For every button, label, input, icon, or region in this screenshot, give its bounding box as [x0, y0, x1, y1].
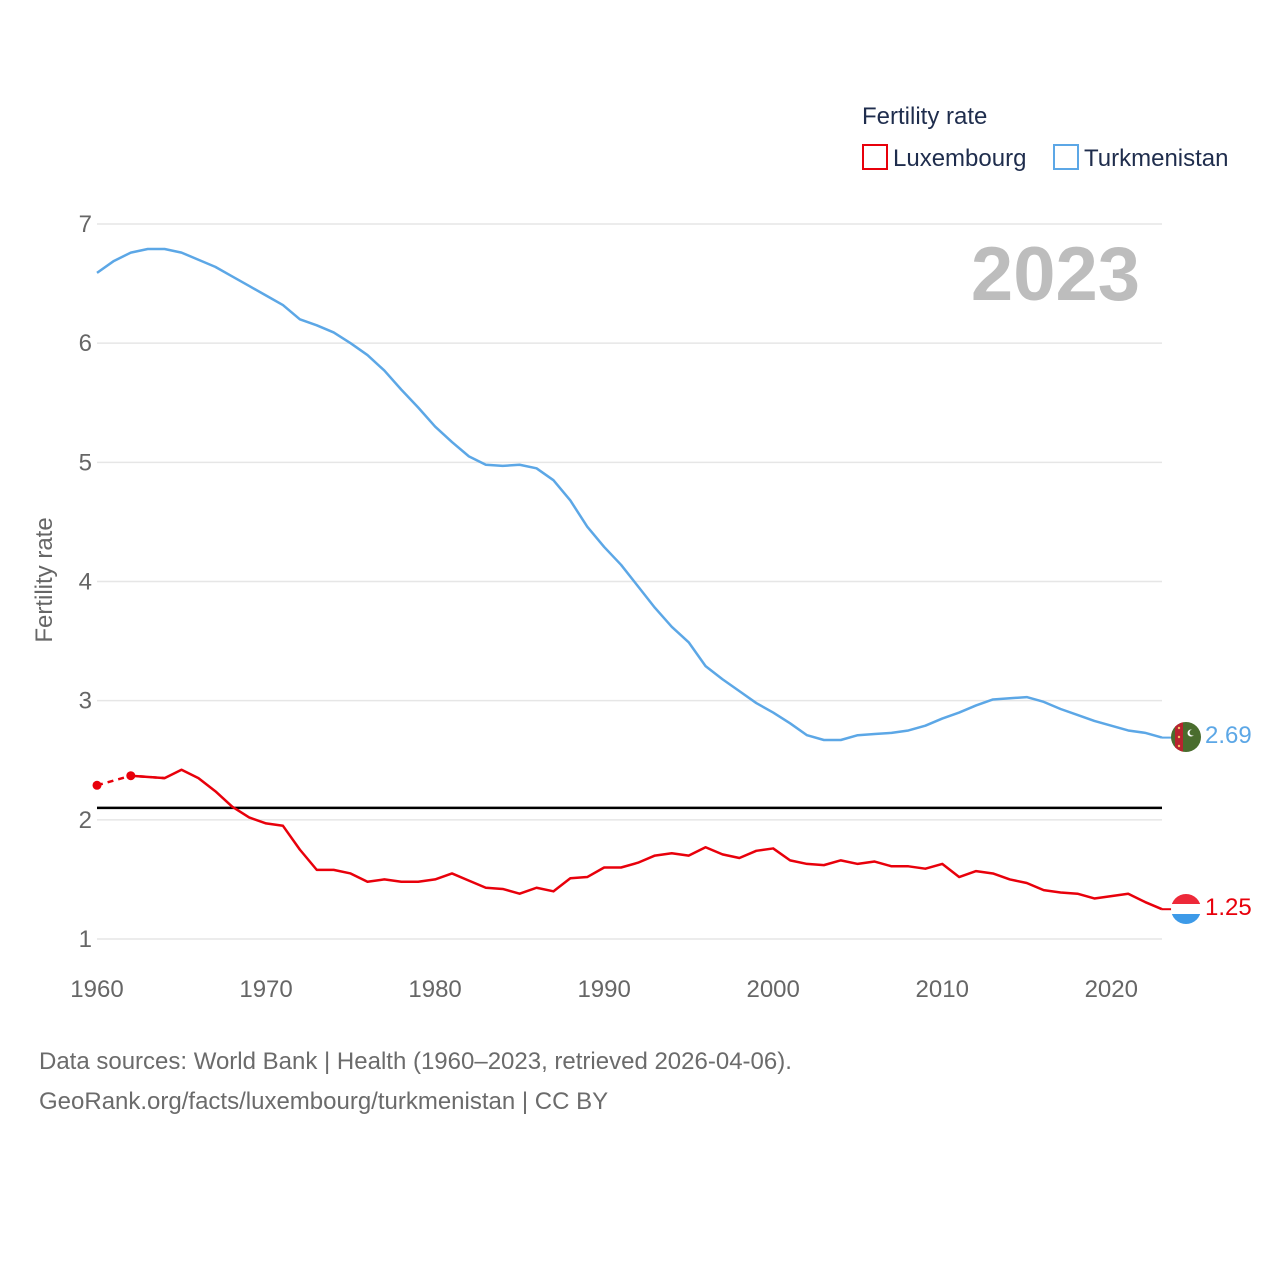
- series-line-luxembourg: [130, 768, 1163, 911]
- x-tick-2010: 2010: [916, 976, 969, 1003]
- end-label-turkmenistan: 2.69: [1205, 722, 1252, 749]
- y-tick-6: 6: [79, 330, 92, 357]
- legend-swatch-luxembourg: [862, 144, 888, 170]
- series-lines: [92, 247, 1176, 911]
- flag-turkmenistan-icon: [1171, 722, 1201, 752]
- series-line-turkmenistan: [96, 247, 1163, 742]
- x-tick-1980: 1980: [408, 976, 461, 1003]
- legend-swatch-turkmenistan: [1053, 144, 1079, 170]
- legend-title: Fertility rate: [862, 103, 987, 130]
- x-tick-1990: 1990: [577, 976, 630, 1003]
- y-tick-5: 5: [79, 449, 92, 476]
- y-tick-7: 7: [79, 211, 92, 238]
- gridlines: [97, 223, 1162, 940]
- source-line-2[interactable]: GeoRank.org/facts/luxembourg/turkmenista…: [39, 1088, 609, 1115]
- x-tick-2000: 2000: [746, 976, 799, 1003]
- y-tick-4: 4: [79, 569, 92, 596]
- year-label: 2023: [971, 232, 1140, 317]
- x-axis-ticks: 1960 1970 1980 1990 2000 2010 2020: [70, 976, 1138, 1003]
- legend-item-luxembourg[interactable]: Luxembourg: [862, 144, 1026, 172]
- end-label-luxembourg: 1.25: [1205, 894, 1252, 921]
- y-tick-3: 3: [79, 688, 92, 715]
- source-note: Data sources: World Bank | Health (1960–…: [39, 1042, 792, 1122]
- x-tick-1960: 1960: [70, 976, 123, 1003]
- y-axis-label: Fertility rate: [31, 517, 58, 642]
- source-line-1: Data sources: World Bank | Health (1960–…: [39, 1048, 792, 1075]
- fertility-chart: 1 2 3 4 5 6 7 1960 1970 1980 1990 2000 2010 2020 Fer…: [31, 103, 1252, 1003]
- y-axis-ticks: 1 2 3 4 5 6 7: [79, 211, 92, 953]
- x-tick-1970: 1970: [239, 976, 292, 1003]
- y-tick-1: 1: [79, 926, 92, 953]
- legend-label-turkmenistan: Turkmenistan: [1084, 145, 1229, 172]
- legend-item-turkmenistan[interactable]: Turkmenistan: [1053, 144, 1229, 172]
- x-tick-2020: 2020: [1085, 976, 1138, 1003]
- y-tick-2: 2: [79, 807, 92, 834]
- legend-label-luxembourg: Luxembourg: [893, 145, 1026, 172]
- data-point-luxembourg-1960: [92, 780, 102, 790]
- flag-luxembourg-icon: [1171, 894, 1201, 924]
